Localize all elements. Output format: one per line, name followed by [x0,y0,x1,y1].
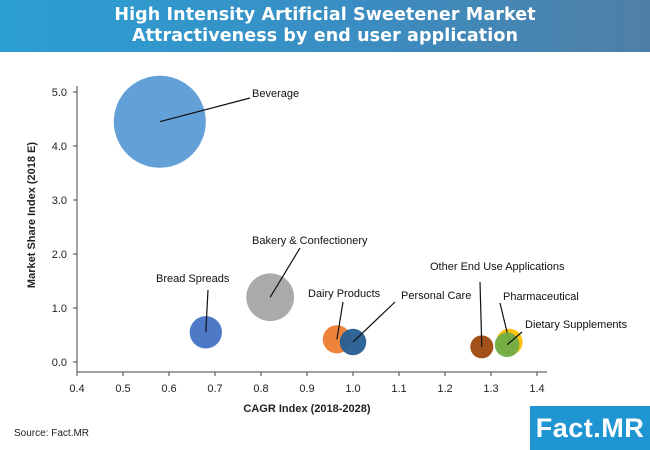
x-tick-label: 1.4 [529,383,544,395]
y-tick-label: 3.0 [52,195,67,207]
y-tick-label: 2.0 [52,249,67,261]
bubble-bakery-confectionery [246,273,295,322]
leader-line-beverage [159,97,251,123]
bubble-label-bread-spreads: Bread Spreads [156,273,230,285]
leader-line-other-end-use-applications [479,281,483,347]
logo-main: Fact [535,413,594,443]
x-tick-label: 0.9 [299,383,314,395]
x-tick-label: 1.0 [345,383,360,395]
x-tick-label: 1.1 [391,383,406,395]
x-tick-label: 0.8 [253,383,268,395]
y-tick-label: 4.0 [52,141,67,153]
x-tick-label: 1.2 [437,383,452,395]
chart-title-line-2: Attractiveness by end user application [131,26,519,46]
x-tick-label: 0.5 [115,383,130,395]
x-tick-label: 0.6 [161,383,176,395]
bubble-label-dietary-supplements: Dietary Supplements [525,319,628,331]
chart-title-line-1: High Intensity Artificial Sweetener Mark… [114,5,536,25]
logo-dot: . [593,413,602,443]
factmr-logo: Fact.MR [530,406,650,450]
y-tick-label: 0.0 [52,357,67,369]
bubble-label-dairy-products: Dairy Products [308,288,381,300]
logo-suffix: MR [601,413,645,443]
bubble-label-beverage: Beverage [252,88,299,100]
x-tick-label: 1.3 [483,383,498,395]
bubble-label-pharmaceutical: Pharmaceutical [503,291,579,303]
x-tick-label: 0.4 [69,383,84,395]
bubble-chart: 0.4 0.5 0.6 0.7 0.8 0.9 1.0 1.1 1.2 1.3 1.4 0.0 1.0 2… [26,75,628,415]
y-axis-title: Market Share Index (2018 E) [26,142,38,288]
source-note: Source: Fact.MR [14,428,90,439]
leader-line-bakery-confectionery [269,247,301,298]
leader-line-dairy-products [336,301,344,340]
x-tick-label: 0.7 [207,383,222,395]
bubble-label-personal-care: Personal Care [401,290,471,302]
leader-line-dietary-supplements [506,331,523,346]
leader-line-personal-care [352,301,396,343]
chart-header: High Intensity Artificial Sweetener Mark… [0,0,650,52]
x-axis-title: CAGR Index (2018-2028) [243,403,370,415]
bubble-label-other-end-use-applications: Other End Use Applications [430,261,565,273]
y-tick-label: 5.0 [52,87,67,99]
leader-line-bread-spreads [205,289,209,333]
bubble-label-bakery-confectionery: Bakery & Confectionery [252,235,368,247]
y-tick-label: 1.0 [52,303,67,315]
